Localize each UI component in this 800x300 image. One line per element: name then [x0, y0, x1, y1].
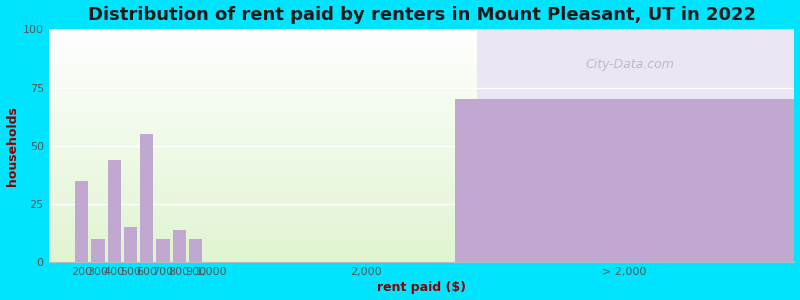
Bar — [124, 227, 138, 262]
Title: Distribution of rent paid by renters in Mount Pleasant, UT in 2022: Distribution of rent paid by renters in … — [87, 6, 755, 24]
Bar — [189, 239, 202, 262]
Bar — [108, 160, 121, 262]
Bar — [75, 181, 89, 262]
X-axis label: rent paid ($): rent paid ($) — [377, 281, 466, 294]
Bar — [140, 134, 154, 262]
Bar — [454, 99, 794, 262]
Bar — [157, 239, 170, 262]
Text: City-Data.com: City-Data.com — [586, 58, 674, 71]
Y-axis label: households: households — [6, 106, 18, 186]
Bar — [173, 230, 186, 262]
Bar — [477, 29, 794, 262]
Bar — [91, 239, 105, 262]
